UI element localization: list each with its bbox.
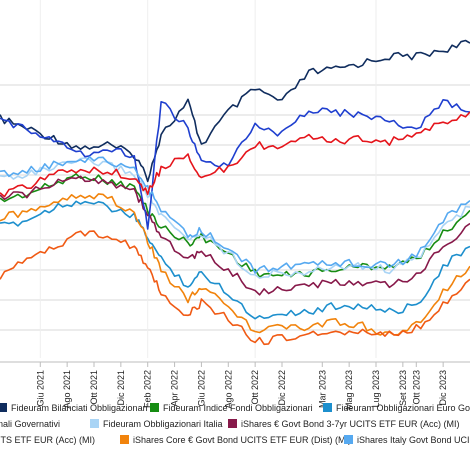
series-line-2 — [0, 200, 470, 320]
series-line-8 — [0, 111, 470, 198]
x-tick-label: Feb 2022 — [143, 370, 153, 408]
legend-swatch[interactable] — [90, 419, 99, 428]
legend-label[interactable]: iShares Core € Govt Bond UCITS ETF EUR (… — [133, 435, 351, 445]
x-tick-label: Giu 2022 — [196, 370, 206, 407]
legend-label[interactable]: Fideuram Bilanciati Obbligazionari — [11, 403, 148, 413]
x-tick-label: Dic 2022 — [277, 370, 287, 406]
x-tick-label: Mar 2023 — [317, 370, 327, 408]
x-tick-label: Ago 2021 — [62, 370, 72, 409]
x-tick-label: Giu 2021 — [35, 370, 45, 407]
legend-label[interactable]: nali Governativi — [0, 419, 60, 429]
legend-label[interactable]: Fideuram Obbligazionari Euro Go — [336, 403, 470, 413]
legend-label[interactable]: Fideuram Obbligazionari Italia — [103, 419, 223, 429]
legend-label[interactable]: iShares € Govt Bond 3-7yr UCITS ETF EUR … — [241, 419, 460, 429]
series-line-4 — [0, 175, 470, 296]
legend-label[interactable]: ITS ETF EUR (Acc) (MI) — [0, 435, 95, 445]
legend-swatch[interactable] — [0, 403, 7, 412]
legend-swatch[interactable] — [120, 435, 129, 444]
x-tick-label: Lug 2023 — [371, 370, 381, 408]
gridlines — [0, 0, 470, 358]
series-line-6 — [0, 193, 470, 336]
x-tick-label: Ott 2021 — [89, 370, 99, 405]
x-tick-label: Ott 2022 — [250, 370, 260, 405]
x-axis: Giu 2021 Ago 2021 Ott 2021 Dic 2021 Feb 2022… — [0, 361, 470, 410]
legend-swatch[interactable] — [228, 419, 237, 428]
legend-label[interactable]: iShares Italy Govt Bond UCI — [357, 435, 470, 445]
legend-swatch[interactable] — [323, 403, 332, 412]
x-tick-label: Dic 2023 — [438, 370, 448, 406]
x-tick-label: Mag 2023 — [344, 370, 354, 410]
series-lines — [0, 39, 470, 346]
x-tick-label: Dic 2021 — [116, 370, 126, 406]
legend-swatch[interactable] — [150, 403, 159, 412]
series-line-5 — [0, 99, 470, 230]
x-tick-label: Apr 2022 — [170, 370, 180, 407]
series-line-9 — [0, 230, 470, 346]
x-tick-label: Ott 2023 — [411, 370, 421, 405]
legend-swatch[interactable] — [344, 435, 353, 444]
x-tick-label: Set 2023 — [398, 370, 408, 406]
series-line-7 — [0, 156, 470, 274]
x-tick-label: Ago 2022 — [223, 370, 233, 409]
legend-label[interactable]: Fideuram Indice Fondi Obbligazionari — [163, 403, 313, 413]
series-line-0 — [0, 39, 470, 183]
series-line-3 — [0, 157, 470, 279]
legend: Fideuram Bilanciati Obbligazionari Fideur… — [0, 403, 470, 445]
